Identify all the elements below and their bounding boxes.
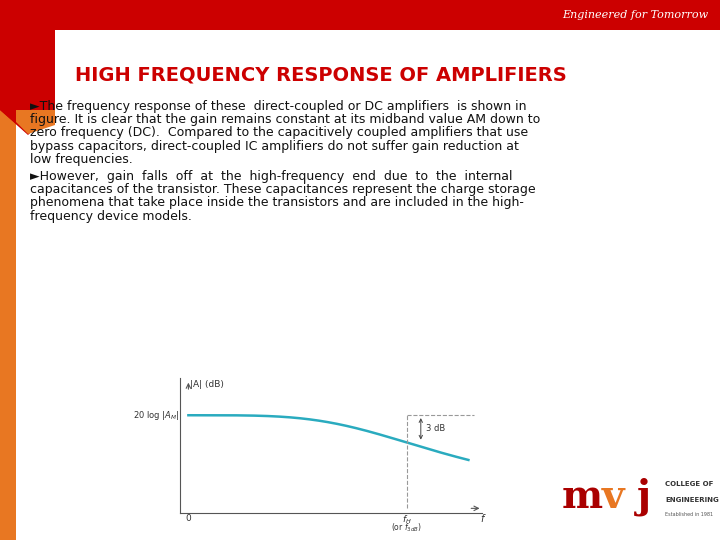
Polygon shape xyxy=(0,110,55,134)
Polygon shape xyxy=(0,110,55,135)
Text: 3 dB: 3 dB xyxy=(426,424,446,434)
Text: HIGH FREQUENCY RESPONSE OF AMPLIFIERS: HIGH FREQUENCY RESPONSE OF AMPLIFIERS xyxy=(75,65,567,84)
Bar xyxy=(0,30,16,540)
Polygon shape xyxy=(16,110,55,134)
Bar xyxy=(0,30,55,110)
Text: low frequencies.: low frequencies. xyxy=(30,153,132,166)
Text: |A| (dB): |A| (dB) xyxy=(190,380,224,389)
Text: ►The frequency response of these  direct-coupled or DC amplifiers  is shown in: ►The frequency response of these direct-… xyxy=(30,100,526,113)
Text: bypass capacitors, direct-coupled IC amplifiers do not suffer gain reduction at: bypass capacitors, direct-coupled IC amp… xyxy=(30,140,519,153)
Text: ►However,  gain  falls  off  at  the  high-frequency  end  due  to  the  interna: ►However, gain falls off at the high-fre… xyxy=(30,170,513,183)
Text: (or $f_{3dB}$): (or $f_{3dB}$) xyxy=(392,522,422,534)
Text: j: j xyxy=(636,477,651,516)
Text: phenomena that take place inside the transistors and are included in the high-: phenomena that take place inside the tra… xyxy=(30,197,524,210)
Text: m: m xyxy=(562,478,603,516)
Text: $f$: $f$ xyxy=(480,512,486,524)
Text: zero frequency (DC).  Compared to the capacitively coupled amplifiers that use: zero frequency (DC). Compared to the cap… xyxy=(30,126,528,139)
Text: Engineered for Tomorrow: Engineered for Tomorrow xyxy=(562,10,708,20)
Text: COLLEGE OF: COLLEGE OF xyxy=(665,481,714,487)
Text: $f_H$: $f_H$ xyxy=(402,514,412,526)
Text: ENGINEERING: ENGINEERING xyxy=(665,497,719,503)
Bar xyxy=(0,30,55,110)
Text: 20 log $|A_M|$: 20 log $|A_M|$ xyxy=(133,409,179,422)
Bar xyxy=(0,0,720,30)
Text: 0: 0 xyxy=(186,514,192,523)
Text: Established in 1981: Established in 1981 xyxy=(665,512,714,517)
Text: v: v xyxy=(602,478,624,516)
Text: frequency device models.: frequency device models. xyxy=(30,210,192,222)
Text: capacitances of the transistor. These capacitances represent the charge storage: capacitances of the transistor. These ca… xyxy=(30,183,536,196)
Text: figure. It is clear that the gain remains constant at its midband value AM down : figure. It is clear that the gain remain… xyxy=(30,113,540,126)
